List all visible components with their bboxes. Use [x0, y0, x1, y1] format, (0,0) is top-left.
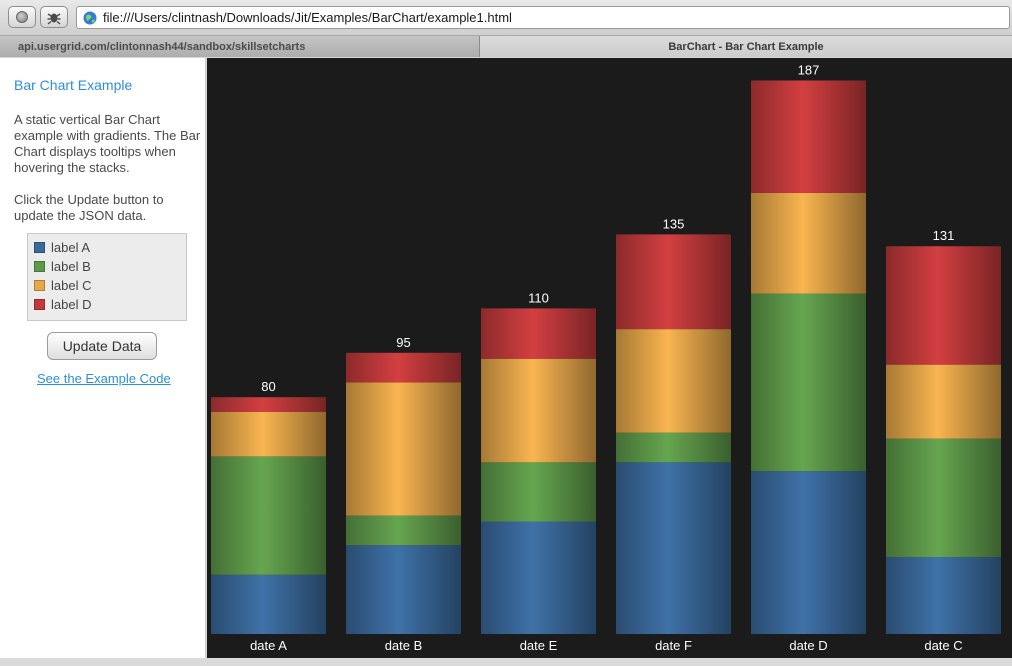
legend-item-a: label A [34, 239, 90, 255]
bar-segment-date-f-c[interactable] [616, 329, 731, 433]
bar-segment-date-c-c[interactable] [886, 364, 1001, 439]
bar-segment-date-f-d[interactable] [616, 234, 731, 330]
bar-total-label: 131 [933, 228, 955, 243]
legend-swatch-a [34, 241, 45, 253]
bar-segment-date-a-c[interactable] [211, 412, 326, 457]
bar-segment-date-a-a[interactable] [211, 574, 326, 634]
category-label: date A [250, 638, 287, 653]
legend-label: label C [51, 277, 92, 293]
tab-bar: api.usergrid.com/clintonnash44/sandbox/s… [0, 36, 1012, 57]
legend-item-c: label C [34, 277, 91, 293]
bar-segment-date-a-b[interactable] [211, 456, 326, 575]
bug-icon [47, 13, 61, 25]
bar-chart-svg: 80 date A 95 date B 110 date E 135 date F 187 dat… [211, 62, 1001, 653]
category-label: date D [789, 638, 827, 653]
bar-segment-date-d-b[interactable] [751, 293, 866, 472]
address-bar[interactable]: file:///Users/clintnash/Downloads/Jit/Ex… [76, 6, 1010, 29]
status-strip [0, 658, 1012, 666]
bar-segment-date-e-c[interactable] [481, 358, 596, 463]
category-label: date C [924, 638, 962, 653]
description-text: A static vertical Bar Chart example with… [14, 112, 201, 175]
bar-segment-date-a-d[interactable] [211, 397, 326, 412]
bar-segment-date-e-a[interactable] [481, 521, 596, 634]
bar-segment-date-d-d[interactable] [751, 80, 866, 193]
bar-segment-date-d-c[interactable] [751, 192, 866, 294]
bar-total-label: 135 [663, 216, 685, 231]
bar-segment-date-c-d[interactable] [886, 246, 1001, 365]
legend-swatch-b [34, 260, 45, 272]
bar-segment-date-e-d[interactable] [481, 308, 596, 359]
tab-skillsetcharts[interactable]: api.usergrid.com/clintonnash44/sandbox/s… [0, 36, 480, 57]
legend-label: label D [51, 296, 92, 312]
example-code-link[interactable]: See the Example Code [37, 371, 171, 386]
globe-icon [83, 11, 97, 24]
debug-button[interactable] [40, 6, 68, 28]
bar-segment-date-b-c[interactable] [346, 382, 461, 516]
stop-icon [16, 11, 28, 23]
legend-item-b: label B [34, 258, 91, 274]
bar-segment-date-e-b[interactable] [481, 462, 596, 522]
bar-segment-date-c-b[interactable] [886, 438, 1001, 558]
bar-total-label: 80 [261, 379, 275, 394]
bar-segment-date-c-a[interactable] [886, 557, 1001, 634]
browser-toolbar: file:///Users/clintnash/Downloads/Jit/Ex… [0, 0, 1012, 36]
url-text: file:///Users/clintnash/Downloads/Jit/Ex… [103, 10, 512, 25]
bar-total-label: 95 [396, 335, 410, 350]
bar-segment-date-f-a[interactable] [616, 462, 731, 634]
bar-segment-date-f-b[interactable] [616, 432, 731, 463]
bar-total-label: 110 [528, 290, 549, 305]
legend-item-d: label D [34, 296, 91, 312]
legend: label A label B label C label D [27, 233, 187, 321]
category-label: date F [655, 638, 692, 653]
bar-segment-date-b-a[interactable] [346, 545, 461, 634]
legend-swatch-c [34, 279, 45, 291]
category-label: date E [520, 638, 558, 653]
tab-barchart-example[interactable]: BarChart - Bar Chart Example [480, 36, 1012, 57]
left-panel: Bar Chart Example A static vertical Bar … [0, 58, 206, 658]
bar-segment-date-b-d[interactable] [346, 352, 461, 383]
page-title: Bar Chart Example [14, 77, 133, 93]
category-label: date B [385, 638, 423, 653]
stop-button[interactable] [8, 6, 36, 28]
instructions-text: Click the Update button to update the JS… [14, 192, 164, 223]
update-data-button[interactable]: Update Data [47, 332, 157, 360]
legend-label: label A [51, 239, 91, 255]
legend-swatch-d [34, 298, 45, 310]
bar-total-label: 187 [798, 62, 820, 77]
bar-segment-date-d-a[interactable] [751, 471, 866, 634]
bar-chart: 80 date A 95 date B 110 date E 135 date F 187 dat… [207, 58, 1012, 658]
legend-label: label B [51, 258, 91, 274]
bar-segment-date-b-b[interactable] [346, 515, 461, 546]
